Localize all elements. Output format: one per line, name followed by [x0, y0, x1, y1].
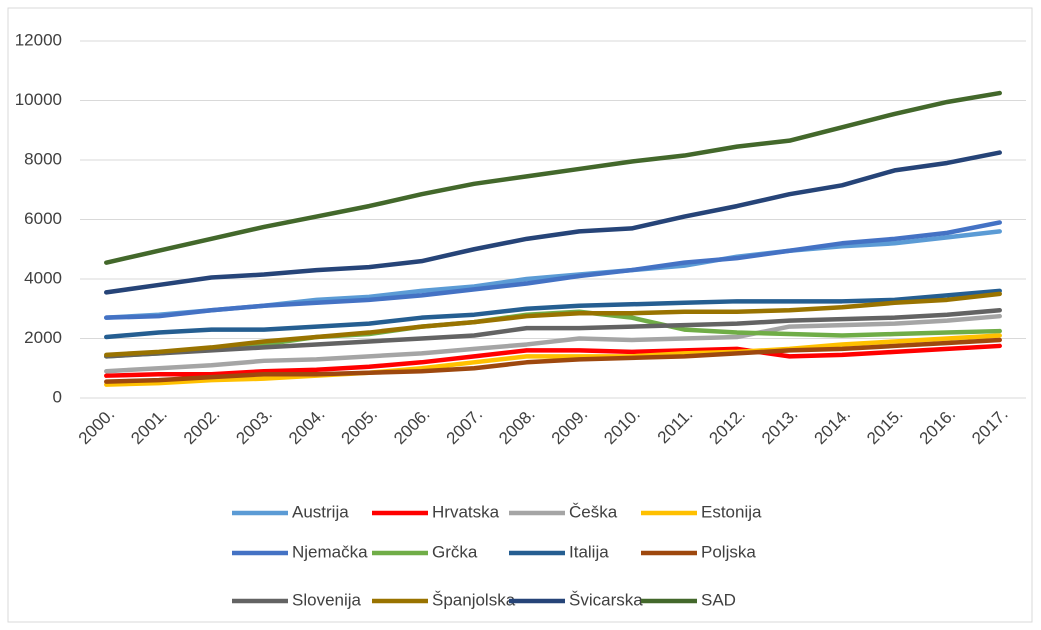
series-line [104, 313, 1002, 374]
y-tick-label: 6000 [24, 209, 62, 228]
legend-label: Estonija [701, 502, 762, 521]
legend-label: Njemačka [292, 542, 368, 561]
series-line [104, 333, 1002, 387]
series-line [104, 220, 1002, 320]
series-line [104, 307, 1002, 359]
series-line [104, 150, 1002, 295]
legend-label: Španjolska [432, 590, 516, 609]
legend-label: Češka [569, 502, 618, 521]
y-tick-label: 2000 [24, 328, 62, 347]
y-tick-label: 4000 [24, 268, 62, 287]
series-line [104, 288, 1002, 340]
series-line [104, 90, 1002, 265]
legend-label: Švicarska [569, 590, 643, 609]
legend-label: Slovenija [292, 590, 362, 609]
y-tick-label: 8000 [24, 149, 62, 168]
series-line [104, 337, 1002, 384]
y-tick-label: 10000 [15, 90, 62, 109]
legend-label: Grčka [432, 542, 478, 561]
legend-label: SAD [701, 590, 736, 609]
legend-label: Poljska [701, 542, 756, 561]
y-tick-label: 0 [53, 387, 62, 406]
legend-label: Hrvatska [432, 502, 500, 521]
legend-label: Italija [569, 542, 609, 561]
series-line [104, 291, 1002, 358]
legend-label: Austrija [292, 502, 349, 521]
series-line [104, 343, 1002, 378]
y-tick-label: 12000 [15, 30, 62, 49]
